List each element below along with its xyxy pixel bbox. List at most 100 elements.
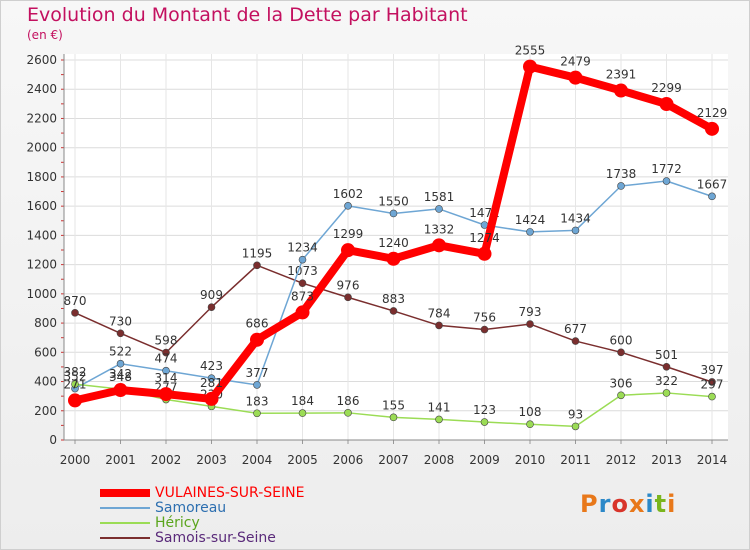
data-point xyxy=(68,393,82,408)
x-tick-label: 2000 xyxy=(60,453,91,467)
data-point xyxy=(71,380,79,388)
logo-letter: P xyxy=(580,490,599,518)
data-label: 1332 xyxy=(424,222,455,236)
data-label: 1424 xyxy=(515,213,546,227)
data-label: 1738 xyxy=(606,167,637,181)
data-point xyxy=(162,348,170,357)
data-point xyxy=(344,409,352,417)
data-point xyxy=(341,243,355,258)
data-point xyxy=(659,96,674,111)
data-label: 1581 xyxy=(424,190,455,204)
data-label: 271 xyxy=(64,377,87,391)
data-point xyxy=(116,329,125,338)
data-point xyxy=(662,362,671,371)
data-label: 348 xyxy=(109,370,132,384)
data-label: 342 xyxy=(109,367,132,381)
data-label: 2479 xyxy=(560,55,591,69)
series-h-ricy: 3823482772301831841861551411231089330632… xyxy=(64,365,723,431)
legend-item-vulaines: VULAINES-SUR-SEINE xyxy=(100,485,350,501)
data-label: 1240 xyxy=(378,236,409,250)
data-point xyxy=(435,415,443,424)
data-label: 93 xyxy=(568,407,583,421)
data-point xyxy=(571,337,580,345)
x-tick-label: 2013 xyxy=(651,453,682,467)
logo-letter: o xyxy=(611,490,629,518)
data-point xyxy=(159,387,173,402)
data-label: 1772 xyxy=(651,162,682,176)
data-point xyxy=(298,279,307,287)
data-label: 1667 xyxy=(697,177,728,191)
data-point xyxy=(116,359,125,368)
logo-letter: r xyxy=(598,490,612,518)
data-point xyxy=(568,70,583,85)
data-label: 314 xyxy=(155,371,178,385)
chart-subtitle: (en €) xyxy=(27,28,63,42)
data-label: 281 xyxy=(200,376,223,390)
series-samois-sur-seine: 870 730 598 909 1195 1073 976 883 784 756 793 677 60… xyxy=(64,246,724,386)
data-point xyxy=(298,255,307,264)
data-point xyxy=(204,391,219,406)
legend-swatch-hericy xyxy=(100,522,150,524)
x-tick-label: 2006 xyxy=(333,453,364,467)
logo-letter: i xyxy=(667,490,677,518)
legend-label-samoreau: Samoreau xyxy=(155,500,227,516)
y-tick-label: 1400 xyxy=(26,228,57,242)
x-tick-label: 2003 xyxy=(196,453,227,467)
data-label: 1434 xyxy=(560,211,591,225)
x-tick-label: 2008 xyxy=(424,453,455,467)
y-tick-label: 800 xyxy=(34,316,57,330)
data-point xyxy=(480,418,489,426)
data-label: 184 xyxy=(291,394,314,408)
data-label: 1195 xyxy=(242,246,273,260)
data-point xyxy=(526,228,534,236)
data-label: 756 xyxy=(473,311,496,325)
data-label: 730 xyxy=(109,314,132,328)
data-label: 397 xyxy=(701,363,724,377)
data-point xyxy=(253,381,261,389)
data-point xyxy=(480,325,489,334)
y-tick-label: 1800 xyxy=(26,170,57,184)
data-point xyxy=(708,378,716,386)
data-label: 873 xyxy=(291,289,314,303)
legend-item-samoreau: Samoreau xyxy=(100,500,350,516)
data-label: 870 xyxy=(64,294,87,308)
y-tick-label: 1600 xyxy=(26,199,57,213)
data-label: 2555 xyxy=(515,44,546,58)
y-tick-label: 1200 xyxy=(26,258,57,272)
data-point xyxy=(253,261,261,270)
logo-letter: i xyxy=(645,490,655,518)
data-point xyxy=(113,383,128,398)
data-point xyxy=(617,391,625,400)
y-tick-label: 2400 xyxy=(26,82,57,96)
data-label: 677 xyxy=(564,322,587,336)
data-point xyxy=(344,202,352,210)
data-label: 2391 xyxy=(606,68,637,82)
data-label: 522 xyxy=(109,345,132,359)
data-label: 784 xyxy=(428,306,451,320)
data-label: 382 xyxy=(64,365,87,379)
data-point xyxy=(526,420,534,429)
data-point xyxy=(389,307,398,315)
x-tick-label: 2002 xyxy=(151,453,182,467)
data-point xyxy=(571,226,580,235)
x-tick-label: 2009 xyxy=(469,453,500,467)
data-point xyxy=(435,205,443,213)
data-label: 186 xyxy=(337,394,360,408)
legend-swatch-samois xyxy=(100,537,150,539)
data-label: 1073 xyxy=(287,264,318,278)
data-point xyxy=(207,303,216,311)
data-point xyxy=(705,121,719,136)
legend-label-vulaines: VULAINES-SUR-SEINE xyxy=(155,485,305,501)
data-point xyxy=(432,238,446,253)
data-point xyxy=(253,409,261,418)
x-tick-label: 2001 xyxy=(105,453,136,467)
x-tick-label: 2005 xyxy=(287,453,318,467)
x-tick-label: 2004 xyxy=(242,453,273,467)
data-label: 598 xyxy=(155,334,178,348)
data-label: 1274 xyxy=(469,231,500,245)
legend-label-samois: Samois-sur-Seine xyxy=(155,530,276,546)
legend-swatch-vulaines xyxy=(100,489,150,497)
data-point xyxy=(617,348,625,357)
y-tick-label: 0 xyxy=(49,433,57,447)
data-point xyxy=(708,392,716,401)
